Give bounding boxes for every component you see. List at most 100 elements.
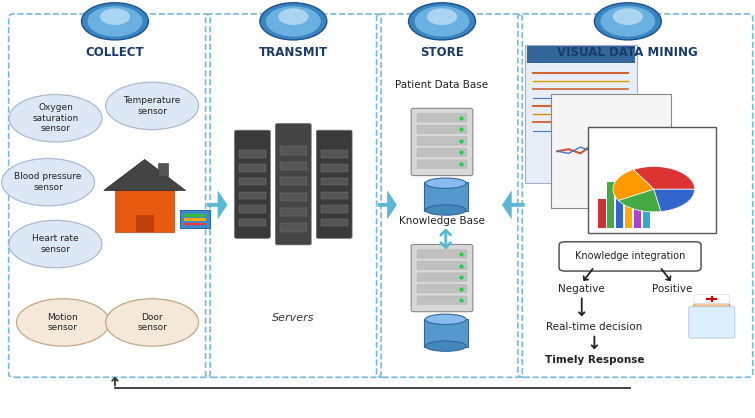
Circle shape [266,6,321,36]
FancyBboxPatch shape [280,146,307,155]
Text: Timely Response: Timely Response [544,354,644,364]
Circle shape [100,8,130,25]
Circle shape [600,6,655,36]
Wedge shape [613,170,654,201]
FancyBboxPatch shape [316,130,352,238]
Text: Heart rate
sensor: Heart rate sensor [32,234,79,254]
FancyBboxPatch shape [184,219,206,222]
Ellipse shape [9,94,102,142]
FancyBboxPatch shape [417,160,467,168]
FancyBboxPatch shape [411,108,473,176]
Circle shape [88,6,143,36]
FancyBboxPatch shape [321,205,347,213]
Circle shape [693,298,730,318]
FancyBboxPatch shape [598,199,606,227]
FancyBboxPatch shape [280,162,307,170]
FancyBboxPatch shape [239,191,266,199]
FancyBboxPatch shape [184,214,206,217]
FancyBboxPatch shape [528,46,635,63]
FancyBboxPatch shape [280,224,307,232]
FancyBboxPatch shape [417,296,467,304]
Ellipse shape [106,82,199,130]
Text: Temperature
sensor: Temperature sensor [123,96,180,116]
Ellipse shape [425,341,466,351]
FancyBboxPatch shape [115,191,174,232]
FancyBboxPatch shape [280,208,307,217]
FancyBboxPatch shape [417,114,467,122]
Wedge shape [654,189,695,212]
Text: Servers: Servers [272,314,315,323]
Ellipse shape [425,178,466,189]
Text: VISUAL DATA MINING: VISUAL DATA MINING [557,46,698,59]
FancyBboxPatch shape [633,186,641,227]
FancyBboxPatch shape [321,219,347,227]
FancyBboxPatch shape [239,164,266,171]
Circle shape [82,3,149,40]
Text: Real-time decision: Real-time decision [547,321,643,331]
FancyBboxPatch shape [239,150,266,158]
Polygon shape [103,160,186,191]
Wedge shape [618,189,661,212]
Text: Patient Data Base: Patient Data Base [396,80,488,90]
Text: Knowledge integration: Knowledge integration [575,252,686,261]
Ellipse shape [17,299,109,346]
Circle shape [414,6,470,36]
FancyBboxPatch shape [239,219,266,227]
Ellipse shape [425,314,466,324]
FancyBboxPatch shape [184,223,206,225]
FancyBboxPatch shape [235,130,270,238]
Text: Blood pressure
sensor: Blood pressure sensor [14,173,82,192]
Text: Negative: Negative [559,284,605,294]
FancyBboxPatch shape [280,177,307,186]
FancyBboxPatch shape [321,178,347,185]
FancyBboxPatch shape [417,261,467,270]
FancyBboxPatch shape [321,191,347,199]
FancyBboxPatch shape [689,307,735,338]
FancyBboxPatch shape [411,245,473,312]
FancyBboxPatch shape [180,210,210,228]
Circle shape [594,3,661,40]
FancyBboxPatch shape [239,205,266,213]
Circle shape [408,3,476,40]
FancyBboxPatch shape [694,294,729,303]
FancyBboxPatch shape [417,125,467,133]
FancyBboxPatch shape [643,194,650,227]
FancyBboxPatch shape [280,193,307,201]
Wedge shape [633,166,695,189]
FancyBboxPatch shape [417,148,467,157]
FancyBboxPatch shape [136,215,153,232]
FancyBboxPatch shape [424,319,467,347]
Text: STORE: STORE [420,46,464,59]
FancyBboxPatch shape [607,182,615,227]
Text: Positive: Positive [652,284,692,294]
Text: COLLECT: COLLECT [85,46,144,59]
FancyBboxPatch shape [616,191,624,227]
Circle shape [279,8,308,25]
FancyBboxPatch shape [321,150,347,158]
FancyBboxPatch shape [559,242,701,271]
FancyBboxPatch shape [417,137,467,145]
FancyBboxPatch shape [417,273,467,281]
Ellipse shape [425,205,466,215]
FancyBboxPatch shape [321,164,347,171]
FancyBboxPatch shape [417,285,467,293]
Ellipse shape [106,299,199,346]
FancyBboxPatch shape [239,178,266,185]
FancyBboxPatch shape [158,163,168,176]
FancyBboxPatch shape [588,127,716,233]
Circle shape [260,3,327,40]
Circle shape [427,8,457,25]
FancyBboxPatch shape [417,250,467,258]
FancyBboxPatch shape [551,94,671,208]
FancyBboxPatch shape [276,124,311,245]
Text: Knowledge Base: Knowledge Base [399,217,485,227]
Text: TRANSMIT: TRANSMIT [259,46,328,59]
Text: Oxygen
saturation
sensor: Oxygen saturation sensor [32,103,79,133]
Ellipse shape [9,220,102,268]
Circle shape [613,8,643,25]
Text: Motion
sensor: Motion sensor [48,313,79,332]
FancyBboxPatch shape [525,45,637,184]
FancyBboxPatch shape [424,182,467,211]
Text: Door
sensor: Door sensor [137,313,167,332]
FancyBboxPatch shape [625,174,632,227]
